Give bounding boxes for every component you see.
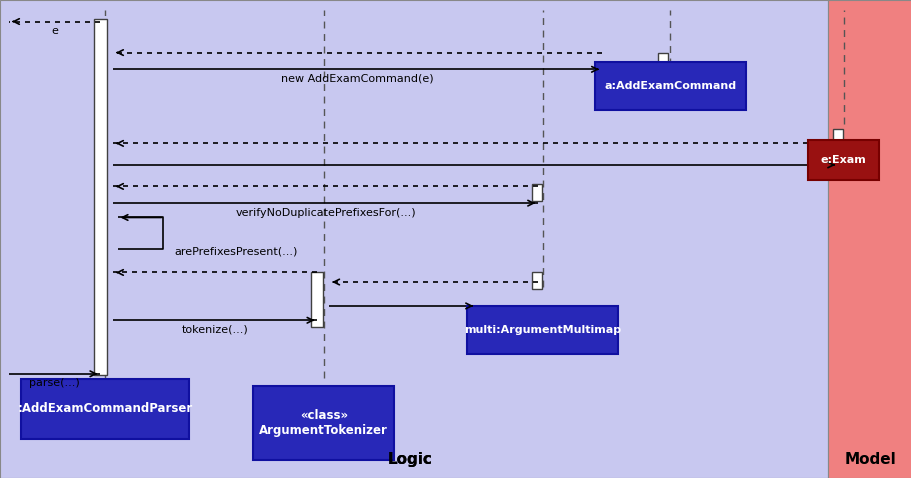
Text: tokenize(...): tokenize(...) bbox=[181, 325, 249, 335]
FancyBboxPatch shape bbox=[94, 19, 107, 375]
Text: e: e bbox=[51, 26, 58, 36]
FancyBboxPatch shape bbox=[658, 53, 667, 67]
FancyBboxPatch shape bbox=[807, 140, 878, 181]
Text: multi:ArgumentMultimap: multi:ArgumentMultimap bbox=[464, 325, 620, 335]
Text: e:Exam: e:Exam bbox=[820, 155, 865, 165]
FancyBboxPatch shape bbox=[311, 272, 322, 327]
Text: new AddExamCommand(e): new AddExamCommand(e) bbox=[281, 74, 434, 84]
FancyBboxPatch shape bbox=[532, 272, 541, 289]
Text: Logic: Logic bbox=[387, 452, 433, 467]
FancyBboxPatch shape bbox=[532, 184, 541, 201]
FancyBboxPatch shape bbox=[827, 0, 911, 478]
Text: Logic: Logic bbox=[387, 452, 433, 467]
Text: a:AddExamCommand: a:AddExamCommand bbox=[604, 81, 735, 91]
FancyBboxPatch shape bbox=[21, 379, 189, 439]
Text: arePrefixesPresent(...): arePrefixesPresent(...) bbox=[174, 246, 297, 256]
FancyBboxPatch shape bbox=[252, 386, 394, 460]
Text: «class»
ArgumentTokenizer: «class» ArgumentTokenizer bbox=[259, 409, 388, 437]
Text: :AddExamCommandParser: :AddExamCommandParser bbox=[17, 402, 192, 415]
Text: Model: Model bbox=[844, 452, 896, 467]
Text: parse(...): parse(...) bbox=[29, 379, 80, 388]
FancyBboxPatch shape bbox=[0, 0, 827, 478]
FancyBboxPatch shape bbox=[833, 129, 843, 143]
FancyBboxPatch shape bbox=[594, 62, 745, 110]
Text: verifyNoDuplicatePrefixesFor(...): verifyNoDuplicatePrefixesFor(...) bbox=[235, 208, 415, 217]
FancyBboxPatch shape bbox=[466, 306, 618, 354]
